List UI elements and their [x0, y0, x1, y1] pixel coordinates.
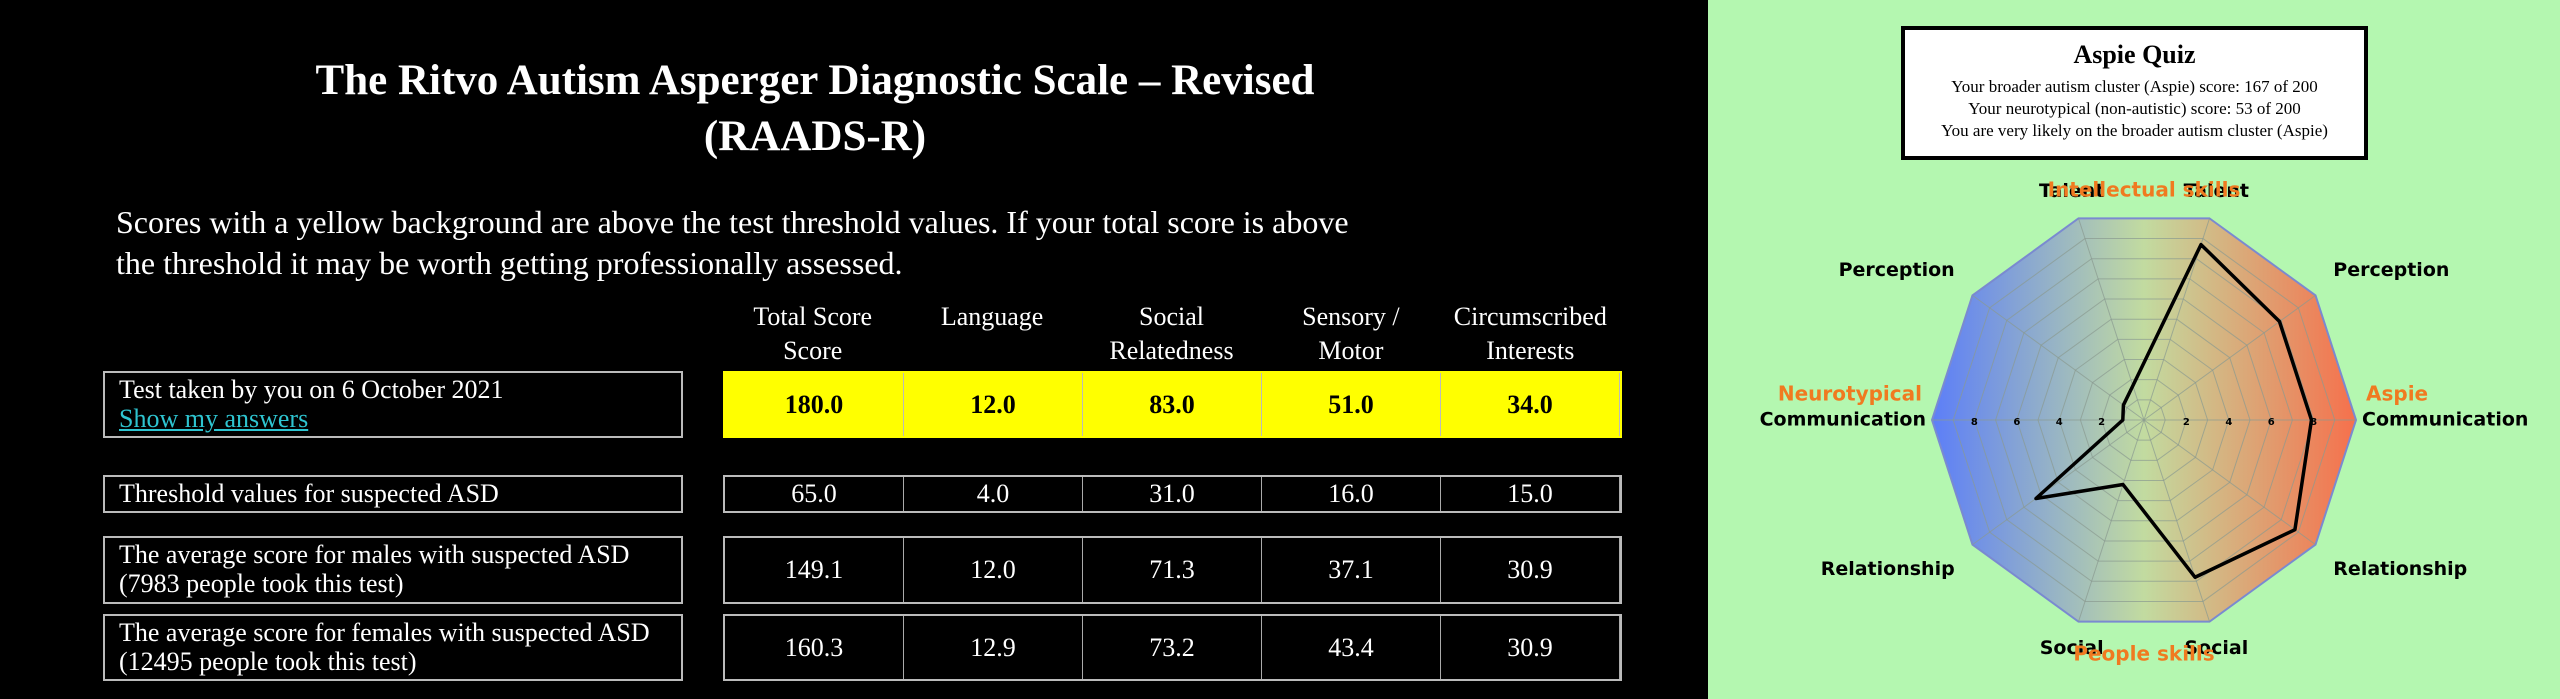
- title: The Ritvo Autism Asperger Diagnostic Sca…: [315, 57, 1315, 104]
- column-header: Circumscribed: [1453, 302, 1607, 331]
- row-label: The average score for females with suspe…: [105, 616, 681, 676]
- column-header: Sensory /: [1302, 302, 1400, 331]
- radar-tick-label: 6: [2268, 417, 2275, 428]
- score-cell: 65.0: [725, 477, 904, 511]
- column-header: Interests: [1486, 336, 1575, 365]
- radar-tick-label: 4: [2056, 417, 2063, 428]
- radar-tick-label: 4: [2225, 417, 2232, 428]
- score-cell: 15.0: [1441, 477, 1620, 511]
- radar-spoke: [2143, 419, 2210, 622]
- score-cell: 37.1: [1262, 538, 1441, 602]
- row-label-line: Threshold values for suspected ASD: [119, 479, 499, 508]
- axis-label: Relationship: [2333, 558, 2467, 580]
- intro-text: Scores with a yellow background are abov…: [116, 204, 1349, 281]
- radar-tick-label: 8: [2310, 417, 2317, 428]
- quiz-line: Your neurotypical (non-autistic) score: …: [1968, 99, 2301, 118]
- raads-panel: The Ritvo Autism Asperger Diagnostic Sca…: [103, 57, 1622, 681]
- score-cell: 83.0: [1083, 373, 1262, 436]
- score-cell: 43.4: [1262, 616, 1441, 679]
- radar-tick-label: 2: [2183, 417, 2190, 428]
- title: (RAADS-R): [703, 113, 927, 160]
- row-label-line: (12495 people took this test): [119, 647, 417, 676]
- row-label-line: The average score for males with suspect…: [119, 540, 630, 569]
- column-header: Language: [940, 302, 1044, 331]
- row-label-box: Test taken by you on 6 October 2021 Show …: [103, 371, 683, 438]
- row-label: The average score for males with suspect…: [105, 538, 681, 598]
- radar-chart: 2 2 4 4 6 6 8 8 Talent Perception Communication Rel…: [1760, 178, 2529, 666]
- axis-label: Social: [2040, 637, 2104, 659]
- radar-line: [2034, 242, 2314, 580]
- row-label: Test taken by you on 6 October 2021 Show …: [105, 373, 681, 433]
- score-cell: 16.0: [1262, 477, 1441, 511]
- group-label: Aspie: [2366, 382, 2428, 406]
- row-label-line: The average score for females with suspe…: [119, 618, 650, 647]
- row-label-line: Test taken by you on 6 October 2021: [119, 375, 504, 404]
- score-cell: 30.9: [1441, 538, 1620, 602]
- score-cell: 12.0: [904, 373, 1083, 436]
- column-header: Relatedness: [1109, 336, 1234, 365]
- radar-spoke: [2078, 419, 2145, 622]
- axis-label: Perception: [1839, 259, 1955, 281]
- radar-tick-label: 6: [2013, 417, 2020, 428]
- row-values-box: 180.0 12.0 83.0 51.0 34.0: [723, 371, 1622, 438]
- score-cell: 34.0: [1441, 373, 1620, 436]
- radar-spoke: [2143, 419, 2316, 546]
- score-cell: 12.0: [904, 538, 1083, 602]
- radar-spoke: [2143, 294, 2316, 421]
- axis-label: Communication: [1760, 409, 1926, 431]
- axis-label: Perception: [2333, 259, 2449, 281]
- score-cell: 71.3: [1083, 538, 1262, 602]
- quiz-line: Your broader autism cluster (Aspie) scor…: [1951, 77, 2318, 96]
- row-label-box: The average score for males with suspect…: [103, 536, 683, 604]
- row-values-box: 149.1 12.0 71.3 37.1 30.9: [723, 536, 1622, 604]
- row-values-box: 160.3 12.9 73.2 43.4 30.9: [723, 614, 1622, 681]
- score-cell: 51.0: [1262, 373, 1441, 436]
- row-label-box: The average score for females with suspe…: [103, 614, 683, 681]
- radar-spoke: [1972, 294, 2145, 421]
- axis-label: Relationship: [1821, 558, 1955, 580]
- score-cell: 30.9: [1441, 616, 1620, 679]
- axis-label: Talent: [2039, 180, 2104, 202]
- group-label: Neurotypical: [1778, 382, 1922, 406]
- quiz-box: Aspie Quiz Your broader autism cluster (…: [1901, 26, 2368, 160]
- column-header: Social: [1138, 302, 1204, 331]
- radar-tick-label: 2: [2098, 417, 2105, 428]
- score-cell: 31.0: [1083, 477, 1262, 511]
- axis-label: Talent: [2184, 180, 2249, 202]
- column-header: Total Score: [753, 302, 873, 331]
- score-cell: 149.1: [725, 538, 904, 602]
- quiz-title: Aspie Quiz: [2073, 40, 2196, 69]
- score-cell: 4.0: [904, 477, 1083, 511]
- axis-label: Communication: [2362, 409, 2528, 431]
- column-header: Score: [783, 336, 843, 365]
- row-label-line: (7983 people took this test): [119, 569, 404, 598]
- answers-link[interactable]: Show my answers: [119, 404, 309, 433]
- score-cell: 180.0: [725, 373, 904, 436]
- score-cell: 12.9: [904, 616, 1083, 679]
- row-label: Threshold values for suspected ASD: [105, 477, 681, 508]
- score-cell: 160.3: [725, 616, 904, 679]
- column-header: Motor: [1318, 336, 1384, 365]
- radar-spoke: [1972, 419, 2145, 546]
- quiz-line: You are very likely on the broader autis…: [1941, 121, 2328, 140]
- radar-tick-label: 8: [1971, 417, 1978, 428]
- aspie-panel: Aspie Quiz Your broader autism cluster (…: [1708, 0, 2560, 699]
- group-label: Intellectual skills: [2048, 178, 2241, 202]
- row-values-box: 65.0 4.0 31.0 16.0 15.0: [723, 475, 1622, 513]
- axis-label: Social: [2184, 637, 2248, 659]
- row-label-box: Threshold values for suspected ASD: [103, 475, 683, 513]
- score-cell: 73.2: [1083, 616, 1262, 679]
- group-label: People skills: [2073, 642, 2214, 666]
